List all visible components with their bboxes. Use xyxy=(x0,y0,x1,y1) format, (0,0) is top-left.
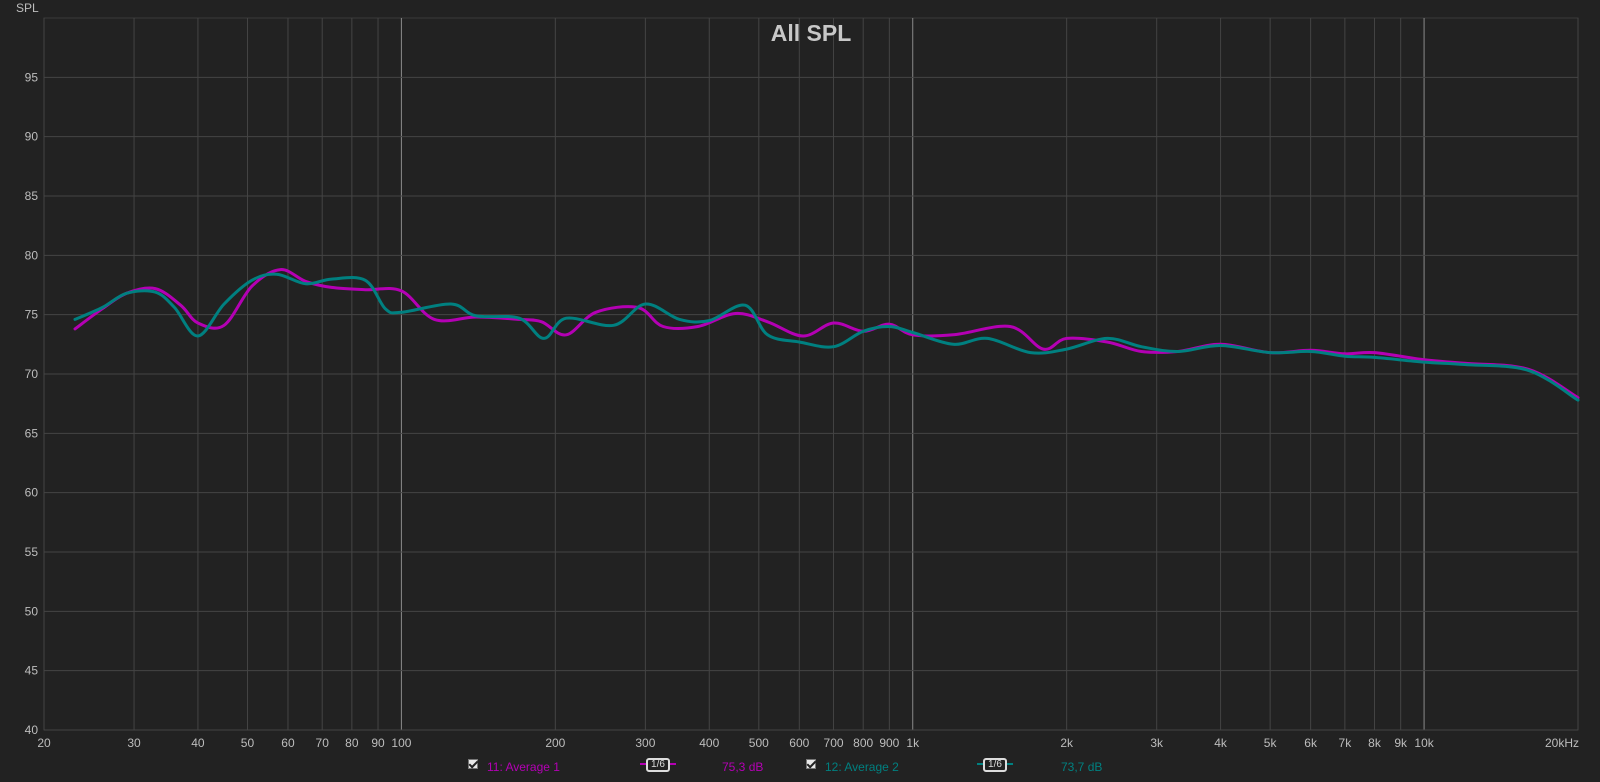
y-tick-label: 85 xyxy=(25,189,39,203)
legend: 11: Average 1 1/6 75,3 dB 12: Average 2 … xyxy=(0,758,1600,778)
x-axis-ticks: 20 30 40 50 60 70 80 90 100 200 300 400 500 600 700 800… xyxy=(37,736,1579,750)
y-axis-ticks: 40 45 50 55 60 65 70 75 80 85 90 95 xyxy=(25,70,39,737)
x-tick-label: 9k xyxy=(1394,736,1408,750)
y-tick-label: 45 xyxy=(25,664,39,678)
y-tick-label: 80 xyxy=(25,248,39,262)
x-tick-label: 20kHz xyxy=(1545,736,1579,750)
x-tick-label: 900 xyxy=(879,736,899,750)
x-tick-label: 60 xyxy=(281,736,295,750)
x-tick-label: 20 xyxy=(37,736,51,750)
y-tick-label: 90 xyxy=(25,130,39,144)
x-tick-label: 7k xyxy=(1339,736,1353,750)
x-tick-label: 30 xyxy=(127,736,141,750)
y-tick-label: 50 xyxy=(25,604,39,618)
y-tick-label: 40 xyxy=(25,723,39,737)
x-tick-label: 700 xyxy=(824,736,844,750)
x-tick-label: 400 xyxy=(699,736,719,750)
x-tick-label: 600 xyxy=(789,736,809,750)
series-2-checkbox[interactable] xyxy=(806,759,816,769)
x-tick-label: 200 xyxy=(545,736,565,750)
series-1-checkbox[interactable] xyxy=(468,759,478,769)
x-tick-label: 50 xyxy=(241,736,255,750)
legend-series-1-name[interactable]: 11: Average 1 xyxy=(487,760,560,774)
x-tick-label: 10k xyxy=(1414,736,1434,750)
legend-series-2-level: 73,7 dB xyxy=(1061,760,1103,774)
x-tick-label: 5k xyxy=(1264,736,1278,750)
series-1-smoothing-label: 1/6 xyxy=(646,758,670,772)
x-tick-label: 90 xyxy=(371,736,385,750)
x-tick-label: 300 xyxy=(635,736,655,750)
x-tick-label: 6k xyxy=(1304,736,1318,750)
y-tick-label: 95 xyxy=(25,70,39,84)
y-tick-label: 55 xyxy=(25,545,39,559)
y-tick-label: 75 xyxy=(25,308,39,322)
y-tick-label: 65 xyxy=(25,426,39,440)
x-tick-label: 800 xyxy=(853,736,873,750)
grid xyxy=(43,18,1579,731)
legend-series-2-name[interactable]: 12: Average 2 xyxy=(825,760,899,774)
series-2-smoothing-label: 1/6 xyxy=(983,758,1007,772)
x-tick-label: 500 xyxy=(749,736,769,750)
x-tick-label: 8k xyxy=(1368,736,1382,750)
x-tick-label: 4k xyxy=(1214,736,1228,750)
y-axis-label: SPL xyxy=(16,1,39,15)
x-tick-label: 100 xyxy=(391,736,411,750)
chart-title: All SPL xyxy=(771,20,852,46)
x-tick-label: 1k xyxy=(906,736,920,750)
series-group xyxy=(73,268,1580,402)
y-tick-label: 60 xyxy=(25,486,39,500)
y-tick-label: 70 xyxy=(25,367,39,381)
series-line-2 xyxy=(73,272,1580,402)
x-tick-label: 40 xyxy=(191,736,205,750)
x-tick-label: 80 xyxy=(345,736,359,750)
x-tick-label: 70 xyxy=(316,736,330,750)
x-tick-label: 3k xyxy=(1150,736,1164,750)
legend-series-1-level: 75,3 dB xyxy=(722,760,764,774)
x-tick-label: 2k xyxy=(1060,736,1074,750)
